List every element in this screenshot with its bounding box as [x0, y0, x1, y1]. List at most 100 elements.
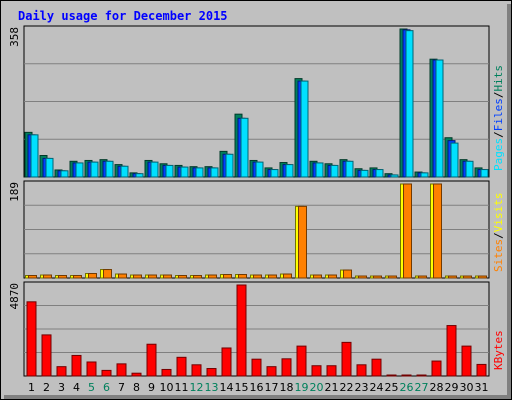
bar-pages-day-18	[285, 164, 294, 178]
bar-kbytes-day-25	[386, 374, 397, 377]
day-label-2: 2	[43, 381, 50, 394]
legend-separator: /	[492, 232, 505, 239]
bar-sites-day-15	[238, 274, 247, 279]
bottom-shadow	[4, 395, 511, 399]
bar-pages-day-22	[345, 160, 354, 178]
bar-sites-day-18	[283, 273, 292, 279]
bar-kbytes-day-5	[86, 361, 97, 377]
bar-pages-day-28	[435, 59, 444, 178]
bar-pages-day-6	[105, 160, 114, 178]
bar-pages-day-12	[195, 167, 204, 178]
bar-sites-day-3	[58, 275, 67, 279]
legend: Sites/Visits	[492, 193, 505, 273]
day-label-24: 24	[370, 381, 384, 394]
bottom-panel: 4870 KBytes	[8, 281, 505, 377]
day-label-12: 12	[190, 381, 204, 394]
day-label-1: 1	[28, 381, 35, 394]
bar-kbytes-day-23	[356, 364, 367, 377]
legend: KBytes	[492, 330, 505, 370]
bar-pages-day-31	[480, 169, 489, 178]
day-label-31: 31	[475, 381, 489, 394]
top-panel-bars	[24, 28, 489, 178]
legend-separator: /	[492, 131, 505, 138]
day-labels: 1 2 3 4 5 6 7 8 9 10 11 12 13 14 15 16 17 18 19 20 21 22 23 24 2…	[28, 381, 489, 394]
bar-pages-day-11	[180, 166, 189, 178]
day-label-27: 27	[415, 381, 429, 394]
day-label-6: 6	[103, 381, 110, 394]
bar-kbytes-day-20	[311, 365, 322, 377]
bar-pages-day-5	[90, 161, 99, 178]
bar-sites-day-11	[178, 275, 187, 279]
bar-pages-day-19	[300, 80, 309, 178]
axis-max-label: 358	[8, 27, 21, 47]
bar-sites-day-27	[418, 275, 427, 279]
bar-pages-day-23	[360, 169, 369, 178]
bar-kbytes-day-28	[431, 360, 442, 377]
bar-sites-day-7	[118, 273, 127, 279]
day-label-5: 5	[88, 381, 95, 394]
day-label-4: 4	[73, 381, 80, 394]
bar-sites-day-4	[73, 275, 82, 279]
bar-kbytes-day-1	[26, 301, 37, 377]
bar-sites-day-8	[133, 274, 142, 279]
chart-panels: 358Pages/Files/Hits189Sites/Visits4870KB…	[8, 25, 505, 377]
bar-sites-day-30	[463, 275, 472, 279]
bar-kbytes-day-8	[131, 372, 142, 377]
bar-sites-day-29	[448, 275, 457, 279]
day-label-16: 16	[250, 381, 264, 394]
bar-pages-day-29	[450, 142, 459, 178]
middle-panel: 189 Sites/Visits	[8, 180, 505, 279]
chart-title: Daily usage for December 2015	[18, 9, 228, 23]
bar-pages-day-7	[120, 165, 129, 178]
bar-sites-day-16	[253, 274, 262, 279]
bar-sites-day-2	[43, 274, 52, 279]
bar-kbytes-day-19	[296, 345, 307, 377]
day-label-23: 23	[355, 381, 369, 394]
bar-sites-day-28	[433, 183, 442, 279]
bar-kbytes-day-2	[41, 334, 52, 377]
bar-sites-day-23	[358, 275, 367, 279]
axis-max-label: 189	[8, 182, 21, 202]
bar-kbytes-day-12	[191, 364, 202, 377]
bar-pages-day-21	[330, 164, 339, 178]
day-label-20: 20	[310, 381, 324, 394]
bar-pages-day-8	[135, 173, 144, 178]
bar-pages-day-25	[390, 174, 399, 178]
day-label-26: 26	[400, 381, 414, 394]
day-label-11: 11	[175, 381, 189, 394]
bar-kbytes-day-16	[251, 358, 262, 377]
legend-hits: Hits	[492, 65, 505, 92]
bar-pages-day-24	[375, 169, 384, 178]
day-label-9: 9	[148, 381, 155, 394]
day-label-22: 22	[340, 381, 354, 394]
bottom-panel-bars	[26, 284, 487, 377]
bar-kbytes-day-4	[71, 354, 82, 377]
bar-pages-day-17	[270, 169, 279, 178]
bar-kbytes-day-9	[146, 343, 157, 377]
bar-sites-day-9	[148, 274, 157, 279]
bar-pages-day-4	[75, 162, 84, 178]
legend: Pages/Files/Hits	[492, 65, 505, 171]
bar-sites-day-26	[403, 183, 412, 279]
bar-pages-day-9	[150, 161, 159, 178]
bar-kbytes-day-21	[326, 365, 337, 377]
legend-pages: Pages	[492, 138, 505, 171]
legend-files: Files	[492, 98, 505, 131]
right-shadow	[507, 4, 511, 399]
bar-kbytes-day-3	[56, 366, 67, 377]
day-label-7: 7	[118, 381, 125, 394]
day-label-25: 25	[385, 381, 399, 394]
day-label-10: 10	[160, 381, 174, 394]
bar-pages-day-3	[60, 170, 69, 178]
legend-kbytes: KBytes	[492, 330, 505, 370]
bar-kbytes-day-30	[461, 345, 472, 377]
bar-pages-day-1	[30, 134, 39, 178]
legend-sites: Sites	[492, 239, 505, 272]
bar-kbytes-day-13	[206, 368, 217, 377]
bar-kbytes-day-24	[371, 358, 382, 377]
bar-sites-day-13	[208, 274, 217, 279]
bar-sites-day-14	[223, 274, 232, 279]
bar-pages-day-30	[465, 160, 474, 178]
day-label-15: 15	[235, 381, 249, 394]
